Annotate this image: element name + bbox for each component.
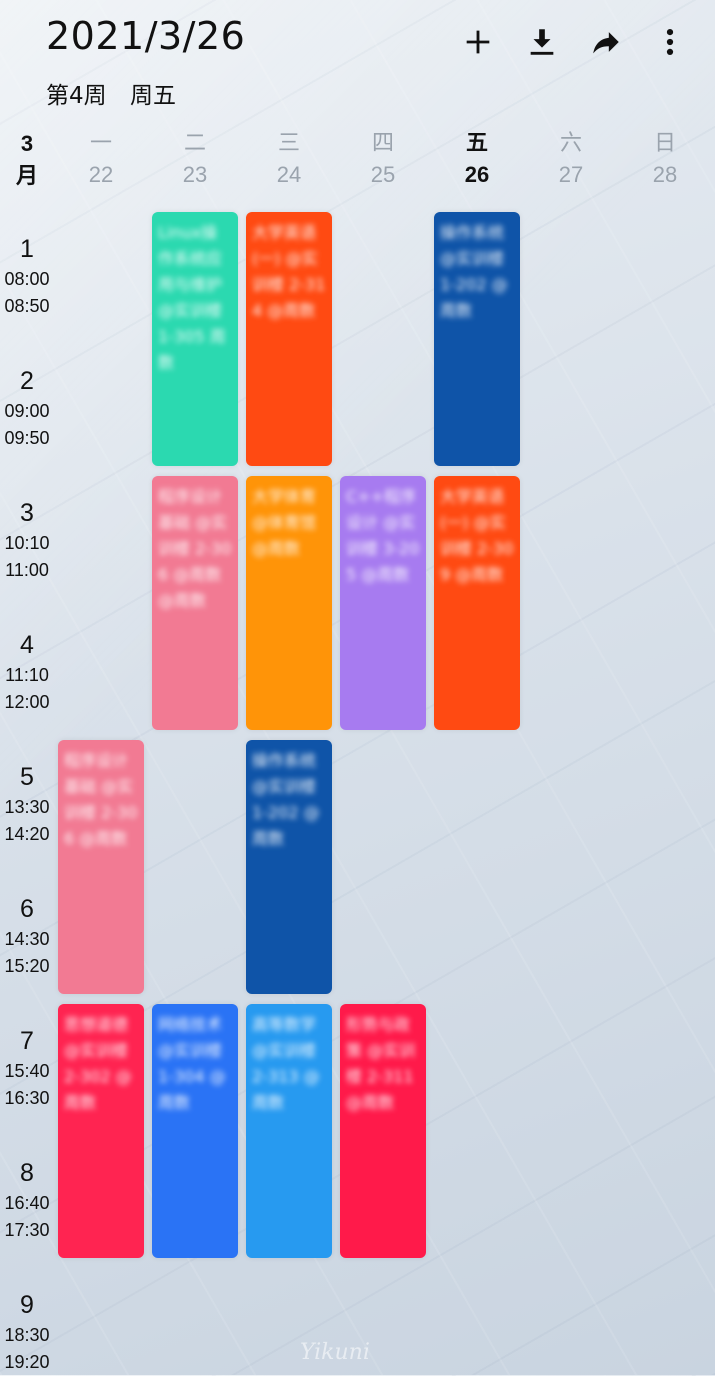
- course-card[interactable]: 大学英语(一) @实训楼 2-314 @周数: [246, 212, 332, 466]
- add-icon: [466, 30, 490, 54]
- time-slot-9: 9 18:30 19:20: [4, 1291, 50, 1372]
- time-slot-4: 4 11:10 12:00: [4, 631, 50, 712]
- course-card[interactable]: 程序设计基础 @实训楼 2-306 @周数 @周数: [152, 476, 238, 730]
- day-header-wed[interactable]: 三 24: [276, 130, 302, 187]
- time-slot-8: 8 16:40 17:30: [4, 1159, 50, 1240]
- day-header-mon[interactable]: 一 22: [88, 130, 114, 187]
- add-button[interactable]: [456, 20, 500, 64]
- more-button[interactable]: [648, 20, 692, 64]
- share-icon: [593, 32, 619, 54]
- more-icon: [666, 28, 674, 56]
- time-slot-2: 2 09:00 09:50: [4, 367, 50, 448]
- download-button[interactable]: [520, 20, 564, 64]
- course-card[interactable]: 网络技术 @实训楼 1-304 @周数: [152, 1004, 238, 1258]
- week-info: 第4周 周五: [46, 76, 192, 110]
- course-card[interactable]: 大学英语(一) @实训楼 2-309 @周数: [434, 476, 520, 730]
- course-card[interactable]: 操作系统 @实训楼 1-202 @周数: [434, 212, 520, 466]
- download-icon: [530, 29, 554, 55]
- course-card[interactable]: 高等数学 @实训楼 2-313 @周数: [246, 1004, 332, 1258]
- course-card[interactable]: 大学体育 @体育馆 @周数: [246, 476, 332, 730]
- time-slot-3: 3 10:10 11:00: [4, 499, 50, 580]
- time-slot-6: 6 14:30 15:20: [4, 895, 50, 976]
- course-card[interactable]: 思想道德 @实训楼 2-302 @周数: [58, 1004, 144, 1258]
- course-card[interactable]: 操作系统 @实训楼 1-202 @周数: [246, 740, 332, 994]
- day-header-fri[interactable]: 五 26: [464, 130, 490, 187]
- watermark: Yikuni: [300, 1340, 370, 1365]
- current-date: 2021/3/26: [46, 14, 246, 58]
- day-header-sat[interactable]: 六 27: [558, 130, 584, 187]
- month-label: 3 月: [15, 131, 38, 188]
- day-header-thu[interactable]: 四 25: [370, 130, 396, 187]
- time-slot-7: 7 15:40 16:30: [4, 1027, 50, 1108]
- week-number: 第4周: [46, 83, 107, 109]
- course-card[interactable]: 形势与政策 @实训楼 2-311 @周数: [340, 1004, 426, 1258]
- day-header-tue[interactable]: 二 23: [182, 130, 208, 187]
- time-slot-1: 1 08:00 08:50: [4, 235, 50, 316]
- share-button[interactable]: [584, 20, 628, 64]
- app-header: 2021/3/26 第4周 周五: [0, 0, 715, 120]
- course-card[interactable]: Linux操作系统应用与维护 @实训楼 1-305 周数: [152, 212, 238, 466]
- weekday: 周五: [129, 83, 176, 109]
- time-slot-5: 5 13:30 14:20: [4, 763, 50, 844]
- course-card[interactable]: 程序设计基础 @实训楼 2-306 @周数: [58, 740, 144, 994]
- course-card[interactable]: C++程序设计 @实训楼 3-205 @周数: [340, 476, 426, 730]
- day-header-sun[interactable]: 日 28: [652, 130, 678, 187]
